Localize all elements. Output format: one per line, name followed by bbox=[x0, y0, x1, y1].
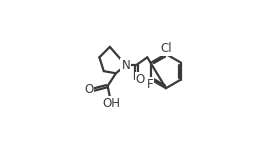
Text: O: O bbox=[136, 73, 145, 86]
Text: Cl: Cl bbox=[160, 42, 172, 55]
Text: N: N bbox=[121, 58, 130, 72]
Text: O: O bbox=[84, 83, 93, 96]
Text: F: F bbox=[147, 78, 153, 91]
Text: OH: OH bbox=[102, 97, 121, 110]
